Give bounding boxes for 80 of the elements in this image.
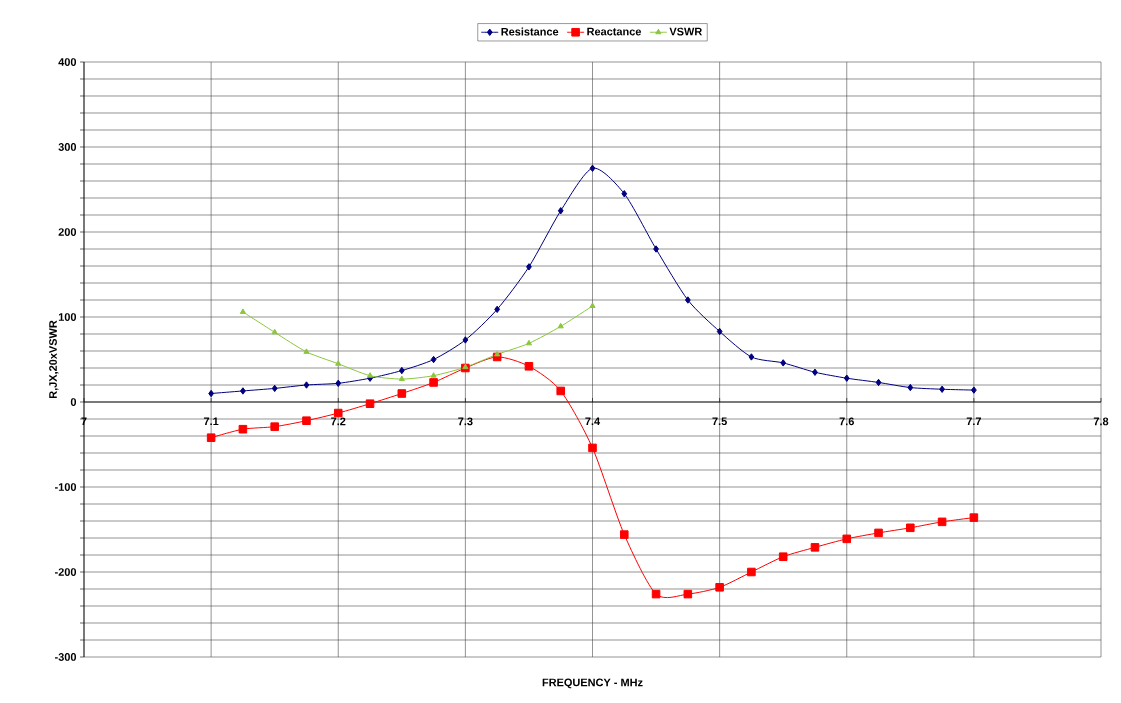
point xyxy=(494,305,501,314)
point xyxy=(430,355,437,364)
point xyxy=(208,389,215,398)
point xyxy=(302,416,311,425)
x-axis-title: FREQUENCY - MHz xyxy=(542,678,643,689)
point xyxy=(238,424,248,434)
y-tick-label: -200 xyxy=(54,568,77,576)
point xyxy=(557,322,564,329)
point xyxy=(271,384,278,393)
point xyxy=(684,296,691,304)
point xyxy=(557,207,564,215)
point xyxy=(715,583,724,592)
y-axis-title: R,JX,20xVSWR xyxy=(49,320,59,399)
y-tick-label: 100 xyxy=(58,313,77,321)
point xyxy=(621,190,628,198)
x-tick-label: 7.3 xyxy=(458,417,473,426)
point xyxy=(240,387,246,395)
point xyxy=(335,379,342,387)
point xyxy=(270,422,279,431)
point xyxy=(747,567,756,577)
point xyxy=(970,386,977,394)
x-tick-label: 7.4 xyxy=(585,417,601,426)
point xyxy=(524,362,534,371)
point xyxy=(939,385,945,393)
y-tick-label: -100 xyxy=(54,483,77,491)
x-tick-label: 7.1 xyxy=(203,417,219,426)
point xyxy=(842,534,852,544)
point xyxy=(271,328,278,335)
x-tick-label: 7 xyxy=(81,417,87,426)
point xyxy=(398,375,405,382)
point xyxy=(716,327,723,336)
point xyxy=(556,386,565,396)
x-tick-label: 7.8 xyxy=(1093,417,1109,426)
point xyxy=(429,378,438,387)
x-tick-label: 7.7 xyxy=(966,417,982,426)
point xyxy=(843,374,850,382)
point xyxy=(620,530,629,539)
x-tick-label: 7.2 xyxy=(331,417,346,426)
point xyxy=(239,308,246,314)
point xyxy=(653,245,659,253)
point xyxy=(589,302,596,308)
legend-label: Resistance xyxy=(501,27,559,36)
point xyxy=(366,372,374,378)
point xyxy=(906,523,915,533)
point xyxy=(588,443,597,453)
point xyxy=(365,399,375,408)
point xyxy=(494,350,501,357)
point xyxy=(526,263,532,271)
point xyxy=(333,408,343,418)
point xyxy=(462,336,469,344)
legend-label: Reactance xyxy=(587,27,642,36)
point xyxy=(303,348,310,354)
point xyxy=(589,164,596,172)
point xyxy=(907,383,914,392)
x-tick-label: 7.5 xyxy=(712,417,727,426)
point xyxy=(397,389,407,398)
point xyxy=(778,552,788,561)
point xyxy=(651,589,661,599)
y-tick-label: -300 xyxy=(54,653,77,661)
legend-label: VSWR xyxy=(669,27,703,36)
y-tick-label: 300 xyxy=(58,143,77,151)
point xyxy=(874,528,883,538)
point xyxy=(335,360,342,366)
y-tick-label: 0 xyxy=(70,398,77,406)
point xyxy=(206,433,216,442)
point xyxy=(780,359,787,367)
point xyxy=(398,366,405,375)
point xyxy=(525,339,533,346)
point xyxy=(937,517,947,527)
point xyxy=(875,378,882,387)
point xyxy=(303,381,310,389)
y-tick-label: 200 xyxy=(58,228,77,236)
point xyxy=(812,368,818,376)
point xyxy=(748,353,755,361)
y-tick-label: 400 xyxy=(58,58,77,66)
point xyxy=(810,543,820,552)
point xyxy=(430,372,437,378)
point xyxy=(683,589,693,599)
x-tick-label: 7.6 xyxy=(839,417,854,426)
point xyxy=(969,513,979,522)
